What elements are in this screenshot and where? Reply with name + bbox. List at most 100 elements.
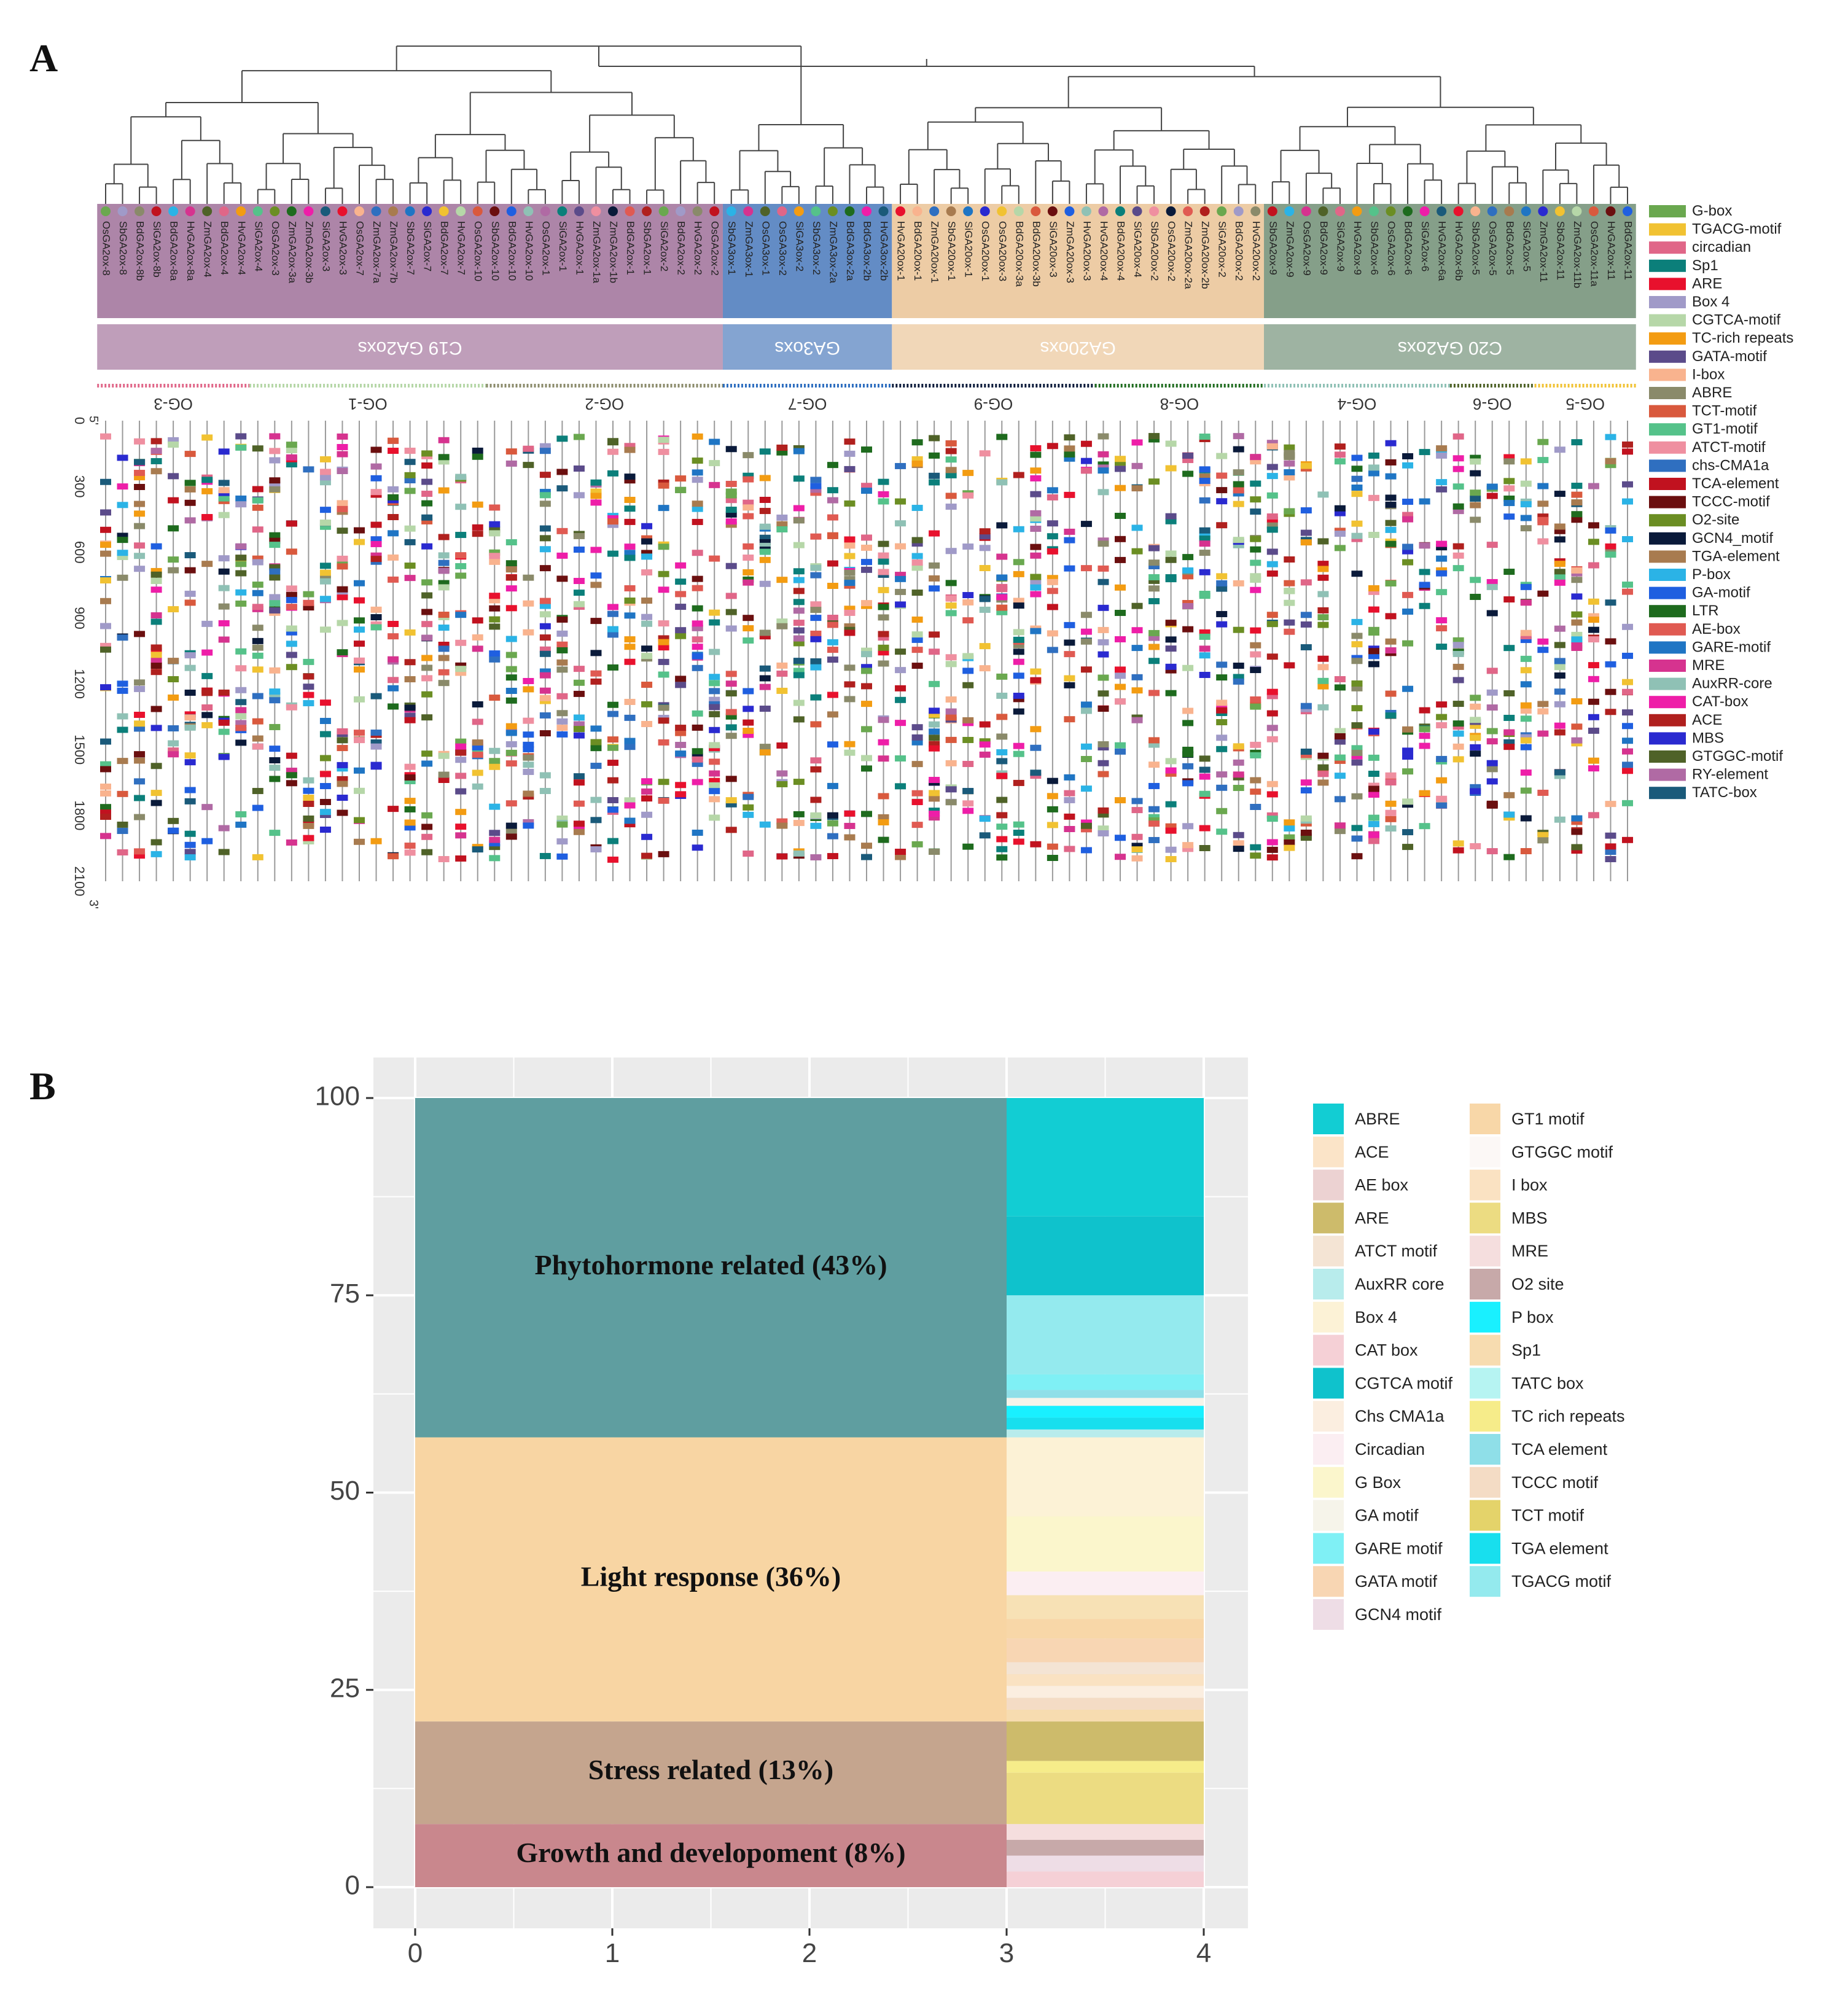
motif-box [168, 676, 179, 683]
motif-box [861, 765, 872, 772]
motif-box [1368, 754, 1379, 761]
motif-box [1452, 642, 1464, 649]
motif-box [337, 728, 348, 734]
motif-box [743, 793, 754, 800]
motif-box [1351, 520, 1363, 527]
motif-box [388, 437, 399, 444]
motif-box [996, 812, 1008, 819]
motif-box [1064, 537, 1075, 543]
motif-box [878, 569, 889, 575]
motif-box [1097, 451, 1109, 458]
motif-box [1284, 819, 1295, 826]
motif-box [134, 725, 146, 732]
motif-box [810, 766, 822, 773]
gene-marker [980, 206, 990, 216]
motif-box [438, 454, 450, 461]
motif-box [1233, 481, 1244, 488]
motif-box [692, 550, 703, 556]
motif-box [1436, 445, 1448, 452]
motif-box [1520, 525, 1532, 532]
motif-box [370, 552, 382, 559]
motif-box [117, 821, 128, 828]
gene-label: ZmGA2ox-3b [303, 221, 315, 283]
gene-label: SiGA20ox-2 [1217, 221, 1228, 278]
motif-box [235, 444, 247, 451]
motif-box [658, 437, 669, 443]
motif-box [1470, 703, 1481, 710]
motif-box [1334, 754, 1346, 761]
motif-box [692, 625, 703, 631]
motif-box [1233, 537, 1244, 543]
motif-box [286, 591, 297, 598]
motif-box [421, 518, 433, 524]
motif-box [303, 466, 314, 473]
motif-box [505, 560, 517, 567]
motif-box [235, 648, 247, 655]
motif-box [1452, 465, 1464, 472]
motif-box [1368, 470, 1379, 477]
motif-box [1047, 777, 1058, 784]
legend-swatch [1649, 750, 1686, 763]
motif-box [759, 633, 771, 640]
motif-box [607, 604, 618, 610]
motif-box [743, 728, 754, 734]
motif-box [1351, 465, 1363, 472]
motif-box [539, 646, 551, 653]
motif-box [827, 853, 838, 860]
motif-box [1470, 722, 1481, 729]
position-tick: 1800 [72, 800, 87, 830]
motif-box [793, 568, 805, 575]
motif-box [911, 439, 923, 446]
motif-box [354, 787, 365, 794]
motif-box [1368, 785, 1379, 792]
motif-box [573, 679, 585, 686]
motif-box [1470, 717, 1481, 723]
motif-box [337, 594, 348, 601]
motif-box [1605, 527, 1616, 534]
motif-box [150, 543, 162, 550]
motif-box [1317, 621, 1329, 628]
motif-box [388, 621, 399, 628]
motif-box [1097, 771, 1109, 777]
motif-box [184, 652, 196, 659]
motif-box [1571, 611, 1583, 618]
motif-box [1030, 510, 1042, 516]
motif-box [844, 438, 856, 445]
gene-label: HvGA2ox-2 [692, 221, 704, 275]
motif-box [692, 748, 703, 755]
motif-box [1486, 802, 1498, 809]
motif-box [759, 448, 771, 455]
motif-box [319, 809, 331, 816]
orthogroup-label: OG-1 [348, 395, 388, 413]
motif-box [1266, 492, 1278, 499]
motif-box [945, 493, 957, 499]
motif-box [556, 815, 568, 822]
motif-box [100, 783, 111, 790]
motif-box [1284, 619, 1295, 626]
gene-marker [1419, 206, 1430, 216]
motif-box [1300, 779, 1312, 786]
motif-box [1013, 472, 1024, 478]
motif-box [184, 480, 196, 486]
motif-box [776, 742, 788, 749]
motif-box [184, 689, 196, 696]
motif-box [641, 701, 653, 707]
motif-box [1402, 543, 1414, 550]
motif-box [641, 852, 653, 859]
motif-box [607, 856, 618, 863]
motif-box [1571, 828, 1583, 835]
motif-box [878, 586, 889, 593]
motif-box [539, 672, 551, 679]
motif-box [1520, 815, 1532, 822]
motif-box [1182, 567, 1194, 574]
motif-box [505, 833, 517, 840]
motif-box [1317, 764, 1329, 771]
motif-box [573, 721, 585, 728]
motif-box [1216, 699, 1228, 706]
motif-box [979, 751, 991, 758]
motif-box [1503, 739, 1515, 746]
motif-box [709, 649, 720, 655]
motif-box [878, 644, 889, 651]
motif-box [370, 606, 382, 613]
motif-box [1436, 701, 1448, 708]
